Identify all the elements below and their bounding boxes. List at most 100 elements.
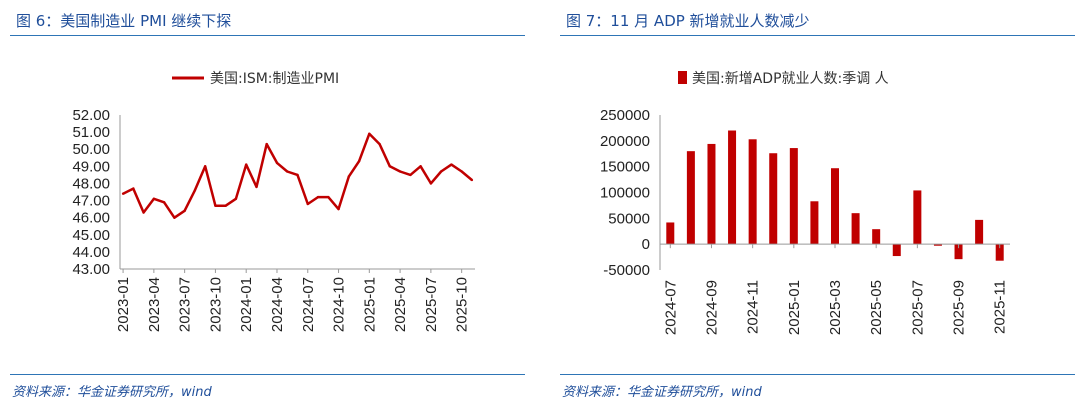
pmi-x-tick-label: 2025-04 xyxy=(392,277,409,332)
pmi-y-tick-label: 52.00 xyxy=(72,107,110,124)
pmi-data-point xyxy=(347,175,351,178)
pmi-x-tick-label: 2024-10 xyxy=(331,277,348,332)
pmi-data-point xyxy=(316,195,320,199)
adp-bar xyxy=(707,143,716,245)
adp-y-tick-label: 50000 xyxy=(608,210,650,227)
adp-y-tick-label: 150000 xyxy=(600,159,650,176)
adp-y-tick-label: -50000 xyxy=(603,262,650,279)
adp-x-tick-label: 2025-01 xyxy=(786,280,803,335)
adp-bar xyxy=(933,244,942,246)
pmi-data-point xyxy=(450,163,453,166)
pmi-data-point xyxy=(337,207,340,211)
pmi-data-point xyxy=(439,170,443,173)
adp-x-tick-label: 2024-07 xyxy=(662,280,679,335)
adp-x-tick-label: 2024-11 xyxy=(745,280,762,334)
pmi-x-tick-label: 2023-07 xyxy=(177,277,194,332)
pmi-data-point xyxy=(419,165,422,168)
adp-y-tick-label: 0 xyxy=(642,236,650,253)
adp-bar xyxy=(975,219,984,245)
adp-bar xyxy=(831,168,839,245)
pmi-x-tick-label: 2025-07 xyxy=(423,277,440,332)
adp-bar xyxy=(872,229,881,245)
adp-x-tick-label: 2025-09 xyxy=(951,280,968,335)
pmi-y-tick-label: 50.00 xyxy=(72,141,110,158)
pmi-data-point xyxy=(234,197,238,201)
pmi-data-point xyxy=(306,202,309,206)
pmi-y-tick-label: 43.00 xyxy=(72,261,110,278)
adp-bar xyxy=(666,222,675,245)
pmi-data-point xyxy=(398,170,402,173)
pmi-data-point xyxy=(275,161,279,165)
pmi-data-point xyxy=(388,165,392,168)
adp-bar xyxy=(810,201,819,245)
pmi-y-tick-label: 47.00 xyxy=(72,193,110,210)
adp-panel: 图 7：11 月 ADP 新增就业人数减少 美国:新增ADP就业人数:季调 人 … xyxy=(550,0,1080,413)
pmi-data-point xyxy=(121,192,125,195)
adp-y-tick-label: 100000 xyxy=(600,185,650,202)
pmi-data-point xyxy=(460,170,463,173)
pmi-data-point xyxy=(244,163,248,166)
adp-source-note: 资料来源：华金证券研究所，wind xyxy=(562,385,762,400)
pmi-y-tick-label: 46.00 xyxy=(72,210,110,227)
pmi-legend-label: 美国:ISM:制造业PMI xyxy=(210,71,339,87)
pmi-data-point xyxy=(327,195,330,199)
pmi-legend: 美国:ISM:制造业PMI xyxy=(172,71,339,87)
pmi-x-tick-label: 2023-04 xyxy=(146,277,163,332)
adp-bars xyxy=(666,130,1004,261)
adp-bar xyxy=(789,148,798,245)
adp-y-tick-label: 250000 xyxy=(600,107,650,124)
adp-x-tick-label: 2025-07 xyxy=(909,280,926,335)
adp-source-rule xyxy=(560,374,1075,375)
pmi-data-point xyxy=(132,187,135,190)
pmi-x-tick-label: 2023-01 xyxy=(115,277,132,332)
adp-y-tick-label: 200000 xyxy=(600,133,650,150)
pmi-data-point xyxy=(162,201,166,204)
adp-legend: 美国:新增ADP就业人数:季调 人 xyxy=(678,71,889,87)
pmi-data-point xyxy=(214,204,217,207)
adp-bar xyxy=(995,244,1004,261)
pmi-data-point xyxy=(173,216,176,219)
adp-bar-chart: 美国:新增ADP就业人数:季调 人 250000 200000 150000 1000… xyxy=(600,71,1010,335)
pmi-data-point xyxy=(378,142,381,146)
pmi-data-point xyxy=(152,197,156,201)
pmi-x-tick-label: 2024-07 xyxy=(300,277,317,332)
pmi-data-point xyxy=(286,170,289,173)
adp-bar xyxy=(913,190,922,245)
adp-x-tick-label: 2025-05 xyxy=(868,280,885,335)
pmi-line-chart: 美国:ISM:制造业PMI 52.0051.0050.0049.0048.004… xyxy=(72,71,475,332)
pmi-data-points xyxy=(121,132,474,219)
pmi-x-axis: 2023-01 2023-04 2023-07 2023-10 2024-01 2024-… xyxy=(115,269,471,332)
pmi-x-tick-label: 2024-01 xyxy=(238,277,255,332)
adp-bar xyxy=(686,151,695,245)
pmi-figure-title: 图 6：美国制造业 PMI 继续下探 xyxy=(16,12,232,30)
pmi-data-point xyxy=(224,204,227,207)
pmi-panel: 图 6：美国制造业 PMI 继续下探 美国:ISM:制造业PMI 52.00 51… xyxy=(0,0,530,413)
pmi-source-note: 资料来源：华金证券研究所，wind xyxy=(12,385,212,400)
adp-bar xyxy=(851,213,860,245)
adp-figure-title: 图 7：11 月 ADP 新增就业人数减少 xyxy=(566,12,810,30)
adp-x-tick-label: 2025-03 xyxy=(827,280,844,335)
pmi-x-tick-label: 2025-01 xyxy=(361,277,378,332)
pmi-data-point xyxy=(265,142,268,146)
pmi-x-tick-label: 2023-10 xyxy=(207,277,224,332)
pmi-title-rule xyxy=(10,35,525,36)
pmi-data-point xyxy=(470,178,474,182)
adp-bar xyxy=(748,139,757,245)
adp-x-axis: 2024-07 2024-09 2024-11 2025-01 2025-03 2025-… xyxy=(662,244,1009,335)
pmi-data-point xyxy=(368,132,371,136)
pmi-y-tick-label: 48.00 xyxy=(72,175,110,192)
pmi-y-axis: 52.0051.0050.0049.0048.0047.0046.0045.00… xyxy=(72,107,110,278)
adp-x-tick-label: 2025-11 xyxy=(992,280,1009,334)
pmi-y-tick-label: 45.00 xyxy=(72,227,110,244)
pmi-data-point xyxy=(142,211,145,214)
pmi-data-point xyxy=(203,165,207,168)
adp-legend-swatch xyxy=(678,71,687,84)
pmi-data-point xyxy=(409,173,412,177)
adp-bar xyxy=(892,244,901,257)
pmi-x-tick-label: 2024-04 xyxy=(269,277,286,332)
adp-bar xyxy=(728,130,737,245)
pmi-y-tick-label: 49.00 xyxy=(72,158,110,175)
pmi-data-point xyxy=(183,209,186,213)
pmi-data-point xyxy=(296,173,299,177)
pmi-x-tick-label: 2025-10 xyxy=(454,277,471,332)
